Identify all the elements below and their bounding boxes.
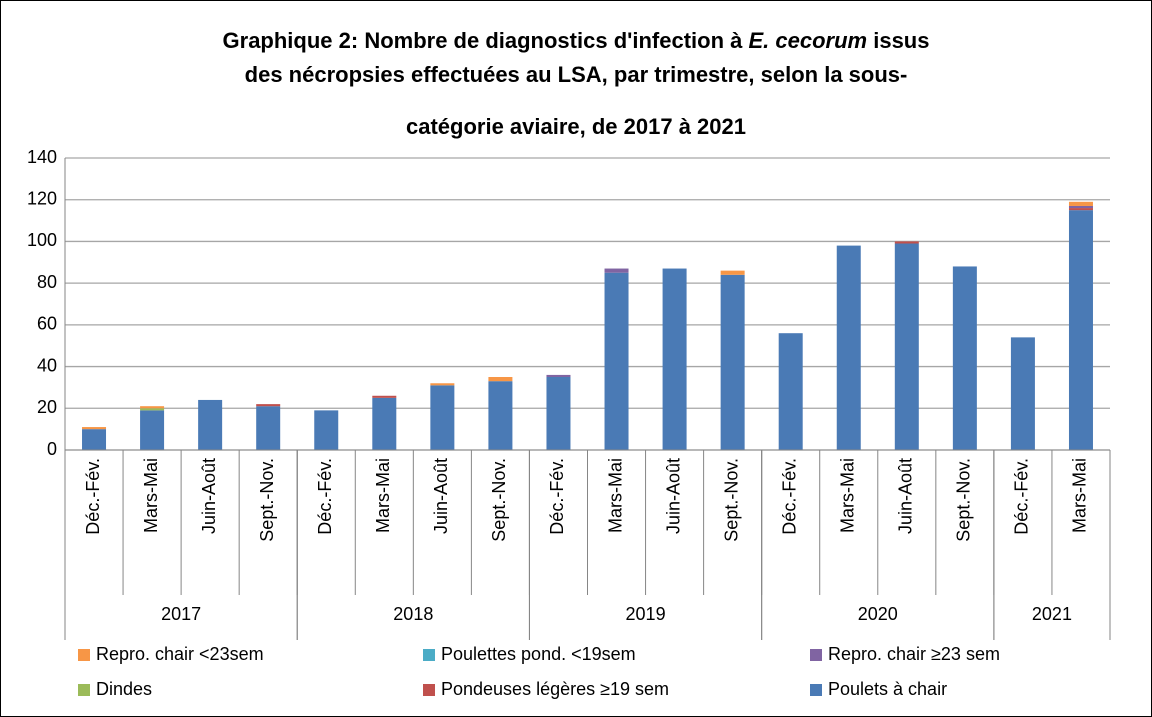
legend-swatch: [78, 649, 90, 661]
x-tick-label: Mars-Mai: [1070, 458, 1090, 533]
legend-label: Poulets à chair: [828, 679, 947, 699]
bar-segment: [604, 268, 629, 273]
legend-swatch: [423, 649, 435, 661]
legend-swatch: [423, 684, 435, 696]
group-label: 2019: [626, 604, 666, 624]
legend-swatch: [810, 684, 822, 696]
bar-segment: [314, 410, 339, 450]
x-tick-label: Déc.-Fév.: [1012, 458, 1032, 535]
y-tick-label: 100: [27, 230, 57, 250]
bar-segment: [604, 272, 629, 450]
bar-segment: [836, 245, 861, 450]
x-tick-label: Juin-Août: [199, 458, 219, 534]
bar-segment: [430, 385, 455, 450]
bar-segment: [488, 377, 513, 382]
x-tick-label: Déc.-Fév.: [315, 458, 335, 535]
bar-segment: [256, 406, 281, 450]
y-tick-label: 60: [37, 314, 57, 334]
x-tick-label: Juin-Août: [896, 458, 916, 534]
x-tick-label: Mars-Mai: [838, 458, 858, 533]
y-tick-label: 0: [47, 439, 57, 459]
bar-segment: [1010, 337, 1035, 450]
bar-segment: [430, 383, 455, 386]
bar-segment: [1068, 208, 1093, 211]
bar-segment: [1068, 201, 1093, 206]
chart-title: Graphique 2: Nombre de diagnostics d'inf…: [223, 28, 930, 53]
bar-segment: [662, 268, 687, 450]
x-tick-label: Mars-Mai: [141, 458, 161, 533]
title-part: issus: [867, 28, 929, 53]
bar-segment: [372, 397, 397, 450]
legend-label: Repro. chair <23sem: [96, 644, 264, 664]
y-tick-label: 40: [37, 355, 57, 375]
y-tick-label: 80: [37, 272, 57, 292]
bar-segment: [546, 374, 571, 377]
chart-title: des nécropsies effectuées au LSA, par tr…: [245, 62, 908, 87]
chart-title: catégorie aviaire, de 2017 à 2021: [406, 114, 746, 139]
group-label: 2020: [858, 604, 898, 624]
x-tick-label: Sept.-Nov.: [721, 458, 741, 542]
legend-label: Repro. chair ≥23 sem: [828, 644, 1000, 664]
x-tick-label: Juin-Août: [431, 458, 451, 534]
y-tick-label: 20: [37, 397, 57, 417]
title-part: des nécropsies effectuées au LSA, par tr…: [245, 62, 908, 87]
y-tick-label: 120: [27, 188, 57, 208]
bar-segment: [372, 395, 397, 398]
bar-segment: [952, 266, 977, 450]
bar-segment: [720, 270, 745, 275]
bar-segment: [198, 399, 223, 450]
legend-label: Poulettes pond. <19sem: [441, 644, 636, 664]
title-part: catégorie aviaire, de 2017 à 2021: [406, 114, 746, 139]
bar-segment: [82, 429, 107, 450]
x-tick-label: Déc.-Fév.: [779, 458, 799, 535]
y-tick-label: 140: [27, 147, 57, 167]
bar-segment: [256, 404, 281, 407]
bar-segment: [82, 427, 107, 430]
x-tick-label: Mars-Mai: [373, 458, 393, 533]
bar-segment: [1068, 205, 1093, 209]
bar-segment: [720, 274, 745, 450]
legend-label: Dindes: [96, 679, 152, 699]
title-part: E. cecorum: [749, 28, 868, 53]
bar-segment: [778, 333, 803, 450]
legend-swatch: [810, 649, 822, 661]
bar-segment: [140, 406, 165, 409]
title-part: Graphique 2: Nombre de diagnostics d'inf…: [223, 28, 749, 53]
group-label: 2018: [393, 604, 433, 624]
bar-segment: [546, 377, 571, 450]
bar-segment: [1068, 210, 1093, 450]
x-tick-label: Juin-Août: [663, 458, 683, 534]
group-label: 2017: [161, 604, 201, 624]
group-label: 2021: [1032, 604, 1072, 624]
x-tick-label: Sept.-Nov.: [954, 458, 974, 542]
bar-segment: [894, 241, 919, 244]
x-tick-label: Déc.-Fév.: [83, 458, 103, 535]
bar-segment: [140, 410, 165, 450]
legend-label: Pondeuses légères ≥19 sem: [441, 679, 669, 699]
bar-segment: [488, 381, 513, 450]
x-tick-label: Sept.-Nov.: [257, 458, 277, 542]
x-tick-label: Sept.-Nov.: [489, 458, 509, 542]
legend-swatch: [78, 684, 90, 696]
bar-segment: [140, 408, 165, 411]
x-tick-label: Mars-Mai: [605, 458, 625, 533]
bar-segment: [894, 243, 919, 450]
x-tick-label: Déc.-Fév.: [547, 458, 567, 535]
